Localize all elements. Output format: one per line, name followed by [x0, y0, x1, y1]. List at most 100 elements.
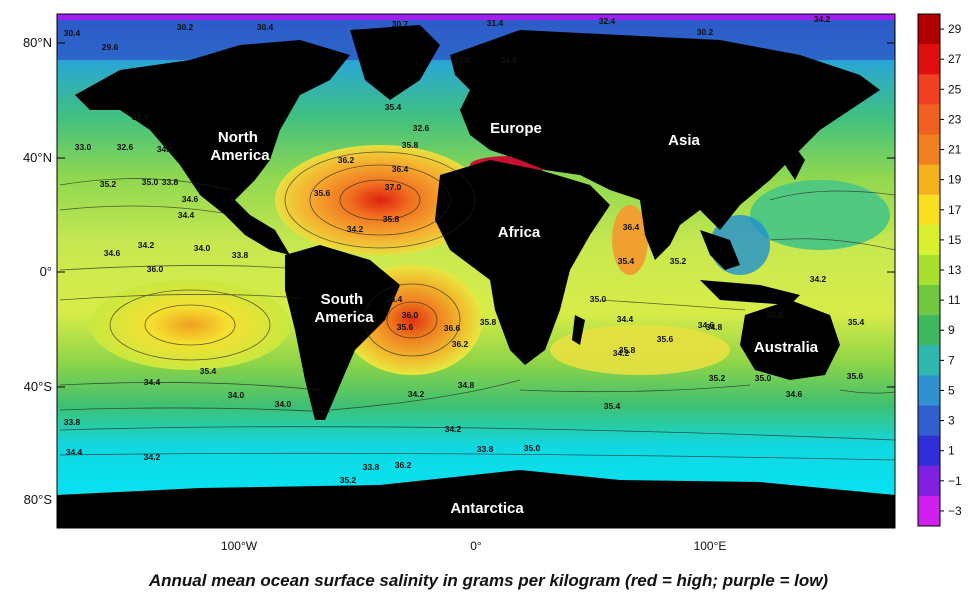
colorbar-swatch	[918, 495, 940, 527]
colorbar-swatch	[918, 435, 940, 467]
contour-label: 30.7	[392, 19, 409, 29]
lon-label: 0°	[470, 539, 482, 553]
contour-label: 34.4	[178, 210, 195, 220]
contour-label: 30.2	[177, 22, 194, 32]
colorbar-tick-label: 1	[948, 444, 955, 458]
contour-label: 36.2	[452, 339, 469, 349]
continent-north-america: North America	[210, 129, 270, 164]
contour-label: 34.0	[275, 399, 292, 409]
colorbar-tick-label: 5	[948, 383, 955, 397]
colorbar-tick-label: 9	[948, 323, 955, 337]
colorbar-swatch	[918, 285, 940, 316]
madagascar-land	[572, 315, 585, 345]
north-pacific-green	[750, 180, 890, 250]
contour-label: 35.6	[847, 371, 864, 381]
continent-label-part: South	[321, 291, 364, 308]
contour-label: 32.6	[413, 123, 430, 133]
north-atlantic-high	[275, 145, 485, 255]
greenland-land	[350, 25, 440, 100]
contour-label: 34.2	[144, 452, 161, 462]
southeast-asia-land	[700, 230, 740, 270]
lat-label: 40°S	[24, 379, 53, 394]
colorbar-swatch	[918, 315, 940, 346]
contour-label: 35.6	[657, 334, 674, 344]
colorbar-tick-label: 21	[948, 143, 962, 157]
contour-label: 30.4	[64, 28, 81, 38]
colorbar-swatch	[918, 104, 940, 135]
contour-label: 35.2	[100, 179, 117, 189]
colorbar-tick-label: 29	[948, 22, 962, 36]
contour-label: 35.8	[383, 214, 400, 224]
contour-label: 33.8	[162, 177, 179, 187]
contour-label: 36.6	[444, 323, 461, 333]
contour-label: 35.4	[618, 256, 635, 266]
australia-land	[740, 300, 840, 380]
contour-label: 33.0	[75, 142, 92, 152]
colorbar-tick-label: 15	[948, 233, 962, 247]
contour-label: 36.0	[402, 310, 419, 320]
contour-label: 35.2	[340, 475, 357, 485]
continent-label-part: America	[210, 147, 270, 164]
colorbar-swatch	[918, 14, 940, 45]
colorbar-swatch	[918, 134, 940, 166]
japan-land	[785, 140, 805, 180]
colorbar-swatch	[918, 375, 940, 407]
figure-caption: Annual mean ocean surface salinity in gr…	[148, 571, 829, 590]
contour-label: 36.0	[147, 264, 164, 274]
south-america-land	[285, 245, 400, 420]
lat-label: 80°N	[23, 35, 52, 50]
colorbar-swatch	[918, 345, 940, 376]
continent-asia: Asia	[668, 132, 700, 149]
contour-label: 34.8	[458, 380, 475, 390]
colorbar-swatch	[918, 224, 940, 256]
contour-value-labels: 30.4 29.6 30.2 30.4 30.7 31.4 32.4 30.2 34.2 35.0…	[64, 14, 865, 485]
contour-label: 36.4	[623, 222, 640, 232]
contour-label: 35.4	[848, 317, 865, 327]
contour-label: 33.8	[363, 462, 380, 472]
salinity-contours	[59, 151, 896, 461]
contour-label: 36.4	[392, 164, 409, 174]
south-indian-high	[550, 325, 730, 375]
indonesia-land	[700, 280, 800, 305]
colorbar-swatch	[918, 194, 940, 226]
colorbar-swatch	[918, 465, 940, 497]
contour-label: 34.0	[157, 144, 174, 154]
contour-label: 35.8	[619, 345, 636, 355]
contour-label: 34.8	[706, 322, 723, 332]
contour-label: 34.2	[613, 348, 630, 358]
contour-label: 32.4	[599, 16, 616, 26]
contour-label: 35.2	[709, 373, 726, 383]
contour-label: 34.4	[144, 377, 161, 387]
colorbar-swatch	[918, 405, 940, 437]
contour-label: 34.4	[617, 314, 634, 324]
continent-labels: North America Europe Asia Africa South A…	[210, 120, 818, 517]
map-ticks	[57, 42, 895, 528]
contour-label: 35.4	[200, 366, 217, 376]
contour-label: 34.0	[194, 243, 211, 253]
contour-label: 33.8	[64, 417, 81, 427]
lat-label: 40°N	[23, 150, 52, 165]
contour-label: 30.4	[257, 22, 274, 32]
africa-land	[435, 160, 610, 365]
continent-label-part: North	[218, 129, 258, 146]
contour-label: 35.8	[480, 317, 497, 327]
colorbar-swatch	[918, 44, 940, 75]
contour-label: 35.0	[524, 443, 541, 453]
lon-label: 100°E	[694, 539, 727, 553]
eurasia-land	[450, 30, 880, 230]
contour-label: 34.2	[138, 240, 155, 250]
colorbar-swatch	[918, 164, 940, 196]
colorbar-tick-label: 19	[948, 173, 962, 187]
continent-europe: Europe	[490, 120, 542, 137]
contour-label: 34.2	[445, 424, 462, 434]
colorbar-tick-label: −3	[948, 504, 962, 518]
land-masses	[57, 25, 895, 528]
contour-label: 31.4	[487, 18, 504, 28]
contour-label: 34.2	[810, 274, 827, 284]
colorbar-tick-label: 7	[948, 353, 955, 367]
continent-south-america: South America	[314, 291, 374, 326]
map-border	[56, 13, 896, 529]
contour-label: 34.2	[347, 224, 364, 234]
colorbar-tick-label: 25	[948, 82, 962, 96]
